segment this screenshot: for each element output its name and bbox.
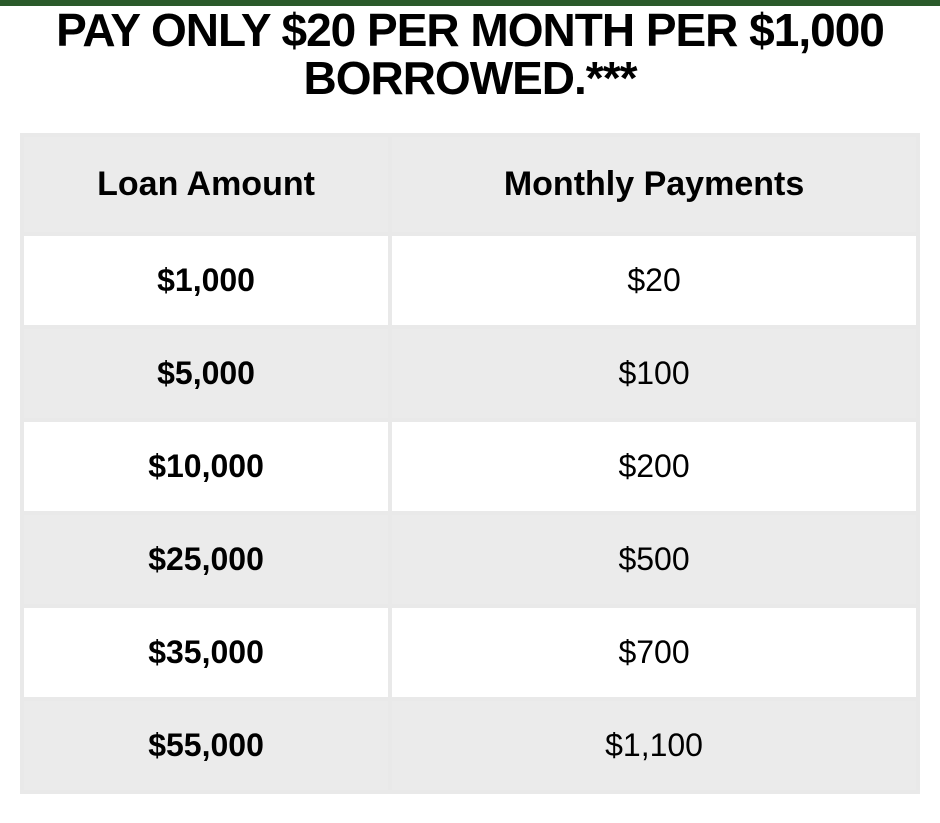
table-row: $25,000 $500 bbox=[24, 515, 916, 604]
cell-monthly-payment: $1,100 bbox=[392, 701, 916, 790]
cell-monthly-payment: $100 bbox=[392, 329, 916, 418]
table-row: $1,000 $20 bbox=[24, 236, 916, 325]
cell-loan-amount: $25,000 bbox=[24, 515, 388, 604]
cell-monthly-payment: $700 bbox=[392, 608, 916, 697]
page-headline: PAY ONLY $20 PER MONTH PER $1,000 BORROW… bbox=[20, 6, 920, 103]
cell-monthly-payment: $20 bbox=[392, 236, 916, 325]
table-row: $55,000 $1,100 bbox=[24, 701, 916, 790]
cell-loan-amount: $5,000 bbox=[24, 329, 388, 418]
table-header-row: Loan Amount Monthly Payments bbox=[24, 137, 916, 232]
column-header-loan-amount: Loan Amount bbox=[24, 137, 388, 232]
cell-loan-amount: $10,000 bbox=[24, 422, 388, 511]
cell-loan-amount: $1,000 bbox=[24, 236, 388, 325]
table-row: $10,000 $200 bbox=[24, 422, 916, 511]
content-container: PAY ONLY $20 PER MONTH PER $1,000 BORROW… bbox=[0, 6, 940, 794]
cell-loan-amount: $55,000 bbox=[24, 701, 388, 790]
cell-monthly-payment: $200 bbox=[392, 422, 916, 511]
cell-loan-amount: $35,000 bbox=[24, 608, 388, 697]
column-header-monthly-payments: Monthly Payments bbox=[392, 137, 916, 232]
table-row: $35,000 $700 bbox=[24, 608, 916, 697]
loan-payment-table: Loan Amount Monthly Payments $1,000 $20 … bbox=[20, 133, 920, 794]
cell-monthly-payment: $500 bbox=[392, 515, 916, 604]
table-row: $5,000 $100 bbox=[24, 329, 916, 418]
